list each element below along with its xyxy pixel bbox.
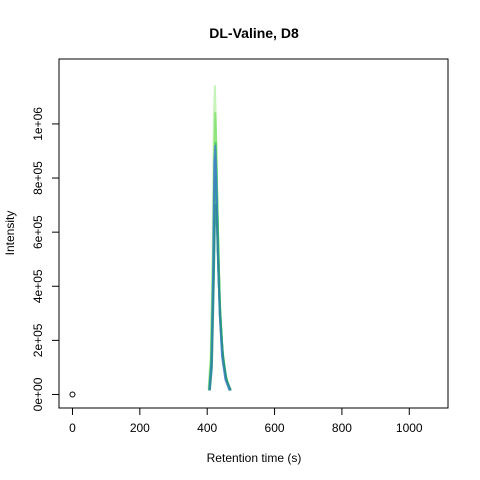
data-point-1	[69, 391, 76, 398]
y-tick-label: 0e+00	[31, 377, 45, 411]
x-tick-label: 200	[130, 421, 150, 435]
y-axis-label: Intensity	[3, 211, 17, 256]
y-axis: 0e+00 2e+05 4e+05 6e+05 8e+05 1e+06	[31, 107, 60, 411]
chart-title: DL-Valine, D8	[209, 25, 299, 41]
y-tick-label: 4e+05	[31, 269, 45, 303]
x-axis-label: Retention time (s)	[207, 451, 302, 465]
series-layer	[207, 85, 232, 391]
x-tick-label: 400	[197, 421, 217, 435]
plot-frame	[58, 58, 449, 409]
y-tick-label: 6e+05	[31, 215, 45, 249]
x-tick-label: 600	[265, 421, 285, 435]
points-layer	[69, 391, 76, 398]
y-tick-label: 8e+05	[31, 161, 45, 195]
x-tick-label: 800	[332, 421, 352, 435]
series-line-7	[208, 204, 232, 391]
y-tick-label: 2e+05	[31, 323, 45, 357]
x-tick-label: 1000	[396, 421, 423, 435]
y-tick-label: 1e+06	[31, 107, 45, 141]
x-tick-label: 0	[69, 421, 76, 435]
x-axis: 0 200 400 600 800 1000	[69, 407, 423, 435]
